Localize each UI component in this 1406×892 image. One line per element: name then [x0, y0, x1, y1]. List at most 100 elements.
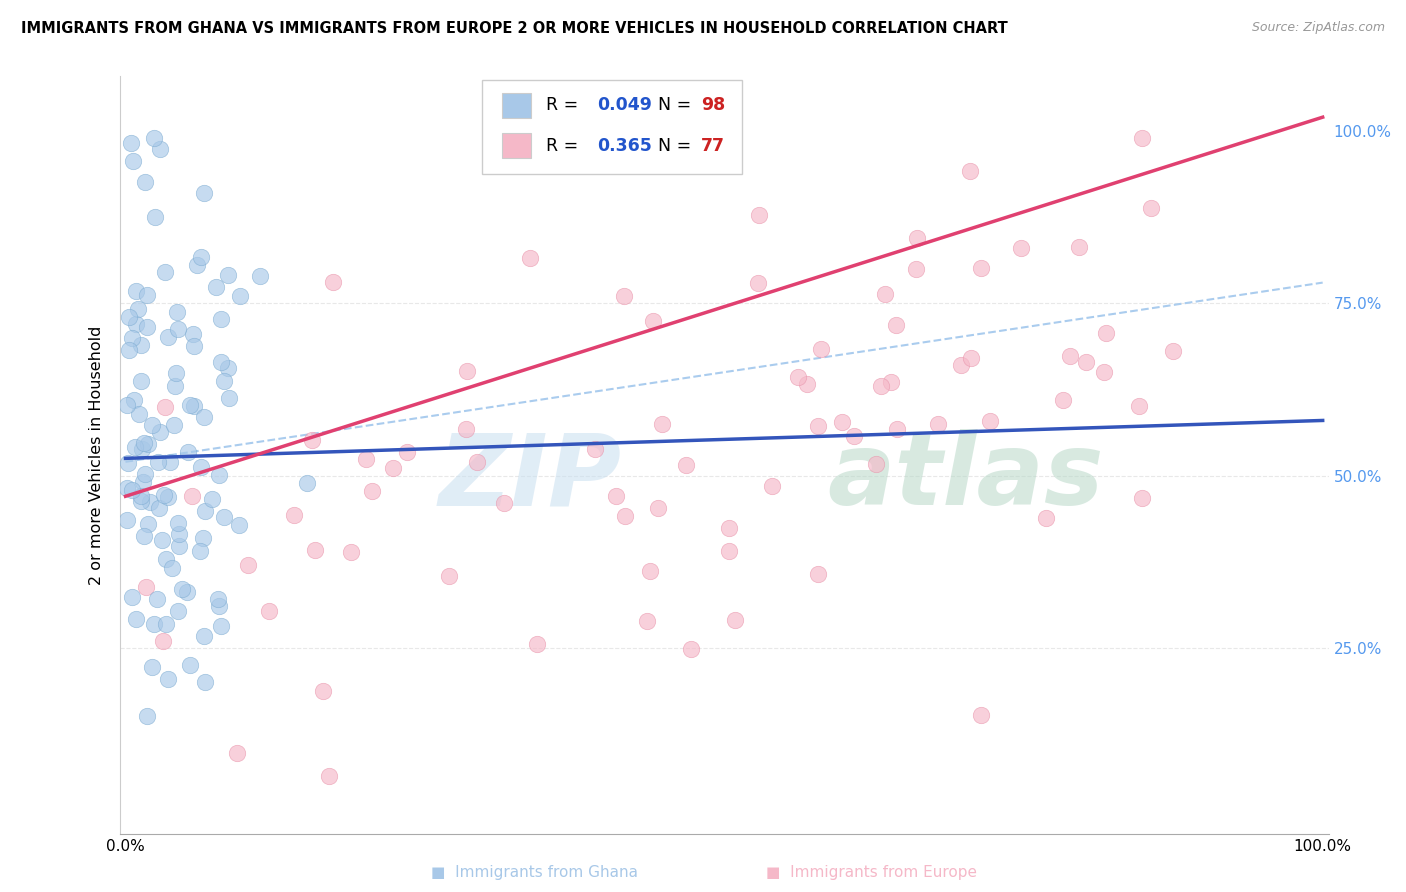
Point: [865, 457, 887, 471]
Point: [131, 489, 153, 503]
Point: [201, 492, 224, 507]
Point: [959, 164, 981, 178]
Point: [283, 508, 305, 522]
Point: [165, 366, 187, 380]
Point: [312, 683, 335, 698]
Point: [643, 314, 665, 328]
Point: [229, 289, 252, 303]
Point: [194, 504, 217, 518]
Point: [454, 422, 477, 436]
Point: [526, 637, 548, 651]
Point: [807, 567, 830, 582]
Point: [163, 379, 186, 393]
Point: [465, 455, 488, 469]
Point: [141, 418, 163, 433]
Point: [212, 510, 235, 524]
Point: [209, 311, 232, 326]
Point: [724, 614, 747, 628]
Point: [177, 445, 200, 459]
Point: [761, 479, 783, 493]
Point: [361, 484, 384, 499]
Point: [884, 318, 907, 333]
Text: ZIP: ZIP: [439, 429, 621, 526]
Point: [651, 417, 673, 431]
Point: [831, 415, 853, 429]
Point: [304, 543, 326, 558]
Point: [190, 459, 212, 474]
Point: [143, 210, 166, 224]
Point: [1067, 240, 1090, 254]
Point: [970, 260, 993, 275]
Text: N =: N =: [658, 136, 696, 154]
Point: [132, 475, 155, 489]
Point: [194, 674, 217, 689]
Point: [160, 561, 183, 575]
Point: [167, 539, 190, 553]
Point: [135, 287, 157, 301]
Text: Source: ZipAtlas.com: Source: ZipAtlas.com: [1251, 21, 1385, 34]
Point: [257, 604, 280, 618]
Point: [456, 364, 478, 378]
Point: [212, 374, 235, 388]
Point: [127, 302, 149, 317]
Point: [880, 375, 903, 389]
Y-axis label: 2 or more Vehicles in Household: 2 or more Vehicles in Household: [89, 326, 104, 584]
Point: [167, 604, 190, 618]
Point: [870, 378, 893, 392]
Point: [136, 437, 159, 451]
Point: [208, 467, 231, 482]
Text: 0.365: 0.365: [598, 136, 652, 154]
FancyBboxPatch shape: [502, 93, 530, 119]
Point: [149, 142, 172, 156]
Point: [179, 398, 201, 412]
Point: [132, 529, 155, 543]
Point: [905, 262, 928, 277]
Point: [124, 284, 146, 298]
Point: [796, 376, 818, 391]
Point: [718, 521, 741, 535]
Point: [117, 456, 139, 470]
Point: [121, 153, 143, 168]
Point: [679, 642, 702, 657]
Point: [166, 516, 188, 530]
FancyBboxPatch shape: [502, 133, 530, 159]
Point: [318, 769, 340, 783]
Point: [1092, 365, 1115, 379]
Point: [211, 619, 233, 633]
Text: IMMIGRANTS FROM GHANA VS IMMIGRANTS FROM EUROPE 2 OR MORE VEHICLES IN HOUSEHOLD : IMMIGRANTS FROM GHANA VS IMMIGRANTS FROM…: [21, 21, 1008, 36]
Point: [605, 489, 627, 503]
Point: [301, 434, 323, 448]
Point: [167, 527, 190, 541]
Point: [979, 414, 1001, 428]
Point: [228, 518, 250, 533]
Text: 0.049: 0.049: [598, 96, 652, 114]
Point: [339, 545, 361, 559]
Point: [492, 496, 515, 510]
Point: [249, 268, 271, 283]
Point: [927, 417, 949, 431]
Point: [166, 322, 188, 336]
Point: [226, 746, 249, 760]
Point: [152, 488, 174, 502]
Text: R =: R =: [547, 136, 583, 154]
Point: [1128, 399, 1150, 413]
Point: [129, 493, 152, 508]
Point: [217, 268, 239, 283]
Point: [180, 489, 202, 503]
Text: 77: 77: [702, 136, 725, 154]
Point: [1052, 393, 1074, 408]
Point: [1130, 491, 1153, 505]
Point: [186, 258, 208, 272]
Text: ■  Immigrants from Europe: ■ Immigrants from Europe: [766, 865, 977, 880]
Point: [142, 131, 165, 145]
Point: [129, 375, 152, 389]
Text: 98: 98: [702, 96, 725, 114]
Point: [125, 318, 148, 332]
Point: [156, 491, 179, 505]
Point: [157, 672, 180, 686]
Point: [122, 393, 145, 408]
Point: [437, 568, 460, 582]
Point: [519, 252, 541, 266]
Point: [134, 175, 156, 189]
Point: [148, 500, 170, 515]
